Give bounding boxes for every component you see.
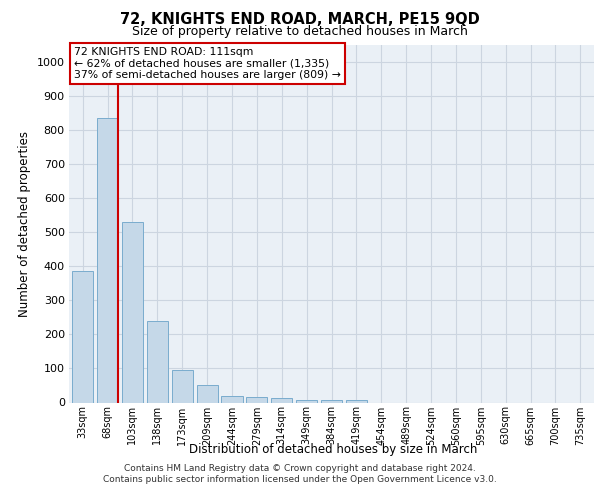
Text: Contains HM Land Registry data © Crown copyright and database right 2024.: Contains HM Land Registry data © Crown c…	[124, 464, 476, 473]
Text: Size of property relative to detached houses in March: Size of property relative to detached ho…	[132, 25, 468, 38]
Bar	[321, 400, 342, 402]
Bar	[271, 398, 292, 402]
Text: 72 KNIGHTS END ROAD: 111sqm
← 62% of detached houses are smaller (1,335)
37% of : 72 KNIGHTS END ROAD: 111sqm ← 62% of det…	[74, 47, 341, 80]
Bar	[147, 321, 168, 402]
Bar	[122, 222, 143, 402]
Bar	[246, 398, 268, 402]
Text: Distribution of detached houses by size in March: Distribution of detached houses by size …	[189, 442, 477, 456]
Bar	[346, 400, 367, 402]
Bar	[97, 118, 118, 403]
Bar	[221, 396, 242, 402]
Bar	[197, 386, 218, 402]
Bar	[72, 272, 93, 402]
Bar	[172, 370, 193, 402]
Bar	[296, 400, 317, 402]
Text: 72, KNIGHTS END ROAD, MARCH, PE15 9QD: 72, KNIGHTS END ROAD, MARCH, PE15 9QD	[120, 12, 480, 28]
Y-axis label: Number of detached properties: Number of detached properties	[18, 130, 31, 317]
Text: Contains public sector information licensed under the Open Government Licence v3: Contains public sector information licen…	[103, 475, 497, 484]
